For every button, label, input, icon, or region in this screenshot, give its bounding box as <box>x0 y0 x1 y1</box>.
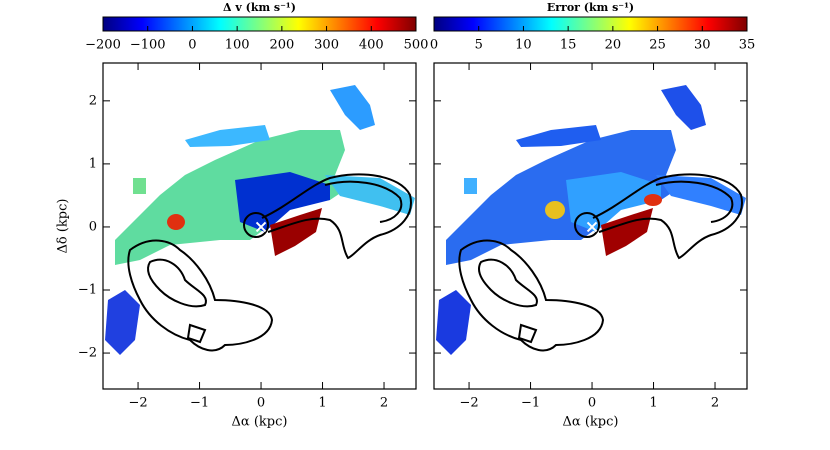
colorbar-tick-label: 0 <box>430 38 438 53</box>
map-panel-1 <box>105 85 415 355</box>
center-marker <box>255 221 267 233</box>
colorbar-tick-label: 35 <box>739 38 756 53</box>
x-tick-label: −1 <box>190 396 209 411</box>
x-tick-label: 1 <box>649 396 657 411</box>
y-tick-label: −1 <box>78 283 97 298</box>
colorbar-label: Error (km s⁻¹) <box>547 1 634 14</box>
x-tick-label: 1 <box>318 396 326 411</box>
map-panel-2 <box>436 85 746 355</box>
x-axis-label: Δα (kpc) <box>563 415 619 430</box>
colorbar-tick-label: 15 <box>560 38 577 53</box>
y-tick-label: 1 <box>89 156 97 171</box>
y-tick-label: 2 <box>89 93 97 108</box>
x-tick-label: 0 <box>257 396 265 411</box>
colorbar-tick-label: 200 <box>269 38 294 53</box>
center-marker <box>586 221 598 233</box>
colorbar <box>433 16 748 32</box>
axes-frame <box>102 62 417 390</box>
x-axis-label: Δα (kpc) <box>232 415 288 430</box>
axes-frame <box>433 62 748 390</box>
map-region <box>133 178 146 194</box>
y-axis-label: Δδ (kpc) <box>56 199 71 254</box>
y-tick-label: 0 <box>89 219 97 234</box>
colorbar-tick-label: 20 <box>605 38 622 53</box>
colorbar-tick-label: 0 <box>188 38 196 53</box>
colorbar-tick-label: 500 <box>404 38 429 53</box>
x-tick-label: 2 <box>711 396 719 411</box>
x-tick-label: −1 <box>521 396 540 411</box>
colorbar-tick-label: −200 <box>85 38 121 53</box>
x-tick-label: −2 <box>128 396 147 411</box>
colorbar-tick-label: 100 <box>225 38 250 53</box>
map-region <box>436 290 471 355</box>
colorbar-tick-label: 400 <box>359 38 384 53</box>
colorbar-tick-label: −100 <box>130 38 166 53</box>
map-region <box>105 290 140 355</box>
x-tick-label: 0 <box>588 396 596 411</box>
colorbar <box>102 16 417 32</box>
y-tick-label: −2 <box>78 346 97 361</box>
x-tick-label: −2 <box>459 396 478 411</box>
map-region <box>545 201 565 219</box>
map-region <box>644 194 662 206</box>
map-region <box>464 178 477 194</box>
map-region <box>661 85 706 130</box>
x-tick-label: 2 <box>380 396 388 411</box>
colorbar-tick-label: 300 <box>314 38 339 53</box>
colorbar-tick-label: 10 <box>515 38 532 53</box>
map-region <box>330 85 375 130</box>
colorbar-tick-label: 5 <box>475 38 483 53</box>
colorbar-tick-label: 30 <box>694 38 711 53</box>
colorbar-tick-label: 25 <box>649 38 666 53</box>
map-region <box>167 214 185 230</box>
colorbar-label: Δ v (km s⁻¹) <box>223 1 296 14</box>
